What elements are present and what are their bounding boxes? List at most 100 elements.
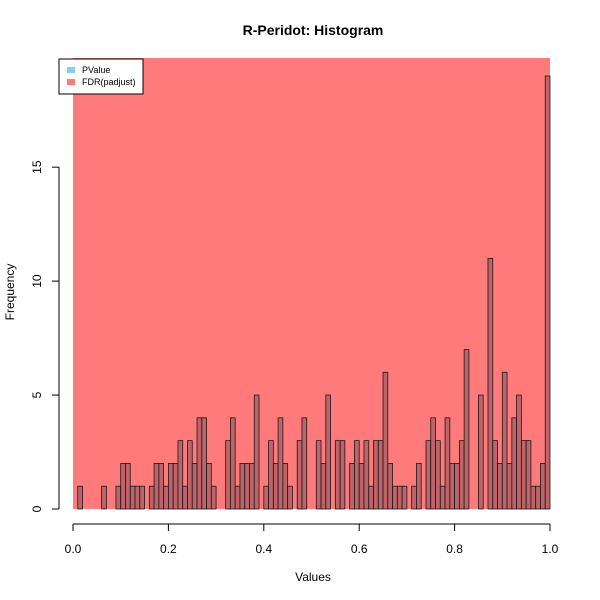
- x-tick-label: 1.0: [542, 542, 559, 556]
- pvalue-bar: [167, 463, 174, 510]
- pvalue-bar: [368, 485, 374, 510]
- pvalue-bar: [354, 440, 360, 510]
- pvalue-bar: [392, 485, 398, 510]
- pvalue-bar: [139, 485, 145, 510]
- pvalue-bar: [210, 485, 217, 510]
- pvalue-bar: [501, 371, 508, 510]
- x-tick-label: 0.0: [65, 542, 82, 556]
- pvalue-bar: [334, 440, 341, 510]
- pvalue-bar: [449, 463, 455, 510]
- pvalue-bar: [148, 485, 155, 510]
- pvalue-bar: [363, 440, 370, 510]
- pvalue-bar: [373, 440, 379, 510]
- x-axis-label: Values: [295, 570, 331, 584]
- pvalue-bar: [487, 257, 494, 510]
- pvalue-bar: [115, 485, 122, 510]
- pvalue-bar: [158, 463, 165, 510]
- pvalue-bar: [272, 463, 279, 510]
- pvalue-bar: [458, 440, 465, 510]
- pvalue-bar: [516, 394, 522, 510]
- pvalue-bar: [296, 440, 303, 510]
- legend-swatch: [67, 79, 75, 85]
- x-tick-label: 0.8: [446, 542, 463, 556]
- pvalue-bars: [77, 75, 551, 510]
- legend-label: PValue: [82, 65, 110, 75]
- pvalue-bar: [182, 485, 188, 510]
- pvalue-bar: [430, 417, 436, 510]
- pvalue-bar: [153, 463, 160, 510]
- pvalue-bar: [134, 485, 141, 510]
- y-tick-label: 0: [30, 505, 44, 512]
- pvalue-bar: [506, 463, 513, 510]
- x-tick-label: 0.2: [160, 542, 177, 556]
- pvalue-bar: [206, 463, 212, 510]
- pvalue-bar: [540, 463, 546, 510]
- pvalue-bar: [358, 463, 365, 510]
- pvalue-bar: [530, 485, 537, 510]
- pvalue-bar: [349, 463, 355, 510]
- pvalue-bar: [201, 417, 207, 510]
- pvalue-bar: [129, 485, 136, 510]
- pvalue-bar: [320, 463, 327, 510]
- pvalue-bar: [225, 440, 231, 510]
- pvalue-bar: [263, 485, 269, 510]
- pvalue-bar: [497, 463, 503, 510]
- pvalue-bar: [101, 485, 107, 510]
- pvalue-bar: [544, 75, 551, 510]
- pvalue-bar: [163, 485, 169, 510]
- pvalue-bar: [120, 463, 126, 510]
- y-tick-label: 15: [30, 160, 44, 174]
- pvalue-bar: [535, 485, 541, 510]
- pvalue-bar: [315, 440, 322, 510]
- pvalue-bar: [377, 440, 384, 510]
- pvalue-bar: [287, 485, 293, 510]
- pvalue-bar: [411, 485, 417, 510]
- pvalue-bar: [325, 394, 331, 510]
- legend-label: FDR(padjust): [82, 77, 136, 87]
- pvalue-bar: [191, 463, 198, 510]
- pvalue-bar: [230, 417, 236, 510]
- pvalue-bar: [234, 485, 241, 510]
- pvalue-bar: [253, 394, 260, 510]
- y-tick-label: 10: [30, 274, 44, 288]
- fdr-series: [73, 58, 550, 509]
- pvalue-bar: [239, 463, 246, 510]
- pvalue-bar: [463, 349, 470, 510]
- pvalue-bar: [444, 417, 451, 510]
- pvalue-bar: [511, 417, 518, 510]
- pvalue-bar: [177, 440, 184, 510]
- pvalue-bar: [387, 463, 393, 510]
- legend: PValue FDR(padjust): [58, 58, 144, 95]
- pvalue-bar: [425, 440, 432, 510]
- legend-box: [58, 58, 144, 95]
- y-axis-label: Frequency: [3, 264, 17, 321]
- pvalue-bar: [396, 485, 403, 510]
- pvalue-bar: [268, 440, 274, 510]
- pvalue-bar: [416, 463, 422, 510]
- pvalue-bar: [492, 440, 498, 510]
- pvalue-bar: [520, 440, 527, 510]
- y-tick-label: 5: [30, 391, 44, 398]
- pvalue-bar: [454, 463, 460, 510]
- pvalue-bar: [301, 417, 308, 510]
- pvalue-bar: [478, 394, 484, 510]
- pvalue-bar: [339, 440, 346, 510]
- legend-swatch: [67, 67, 75, 73]
- pvalue-bar: [77, 485, 83, 510]
- pvalue-bar: [439, 485, 446, 510]
- pvalue-bar: [249, 463, 255, 510]
- pvalue-bar: [187, 440, 193, 510]
- pvalue-bar: [435, 440, 441, 510]
- x-tick-label: 0.6: [351, 542, 368, 556]
- pvalue-bar: [125, 463, 131, 510]
- pvalue-bar: [196, 417, 203, 510]
- pvalue-bar: [401, 485, 408, 510]
- pvalue-bar: [244, 463, 250, 510]
- pvalue-bar: [525, 440, 532, 510]
- pvalue-bar: [282, 463, 289, 510]
- chart-title: R-Peridot: Histogram: [243, 22, 384, 38]
- pvalue-bar: [277, 417, 284, 510]
- fdr-bar: [73, 58, 550, 509]
- axes: 0.0 0.2 0.4 0.6 0.8 1.0 0 5 10 15: [30, 160, 559, 556]
